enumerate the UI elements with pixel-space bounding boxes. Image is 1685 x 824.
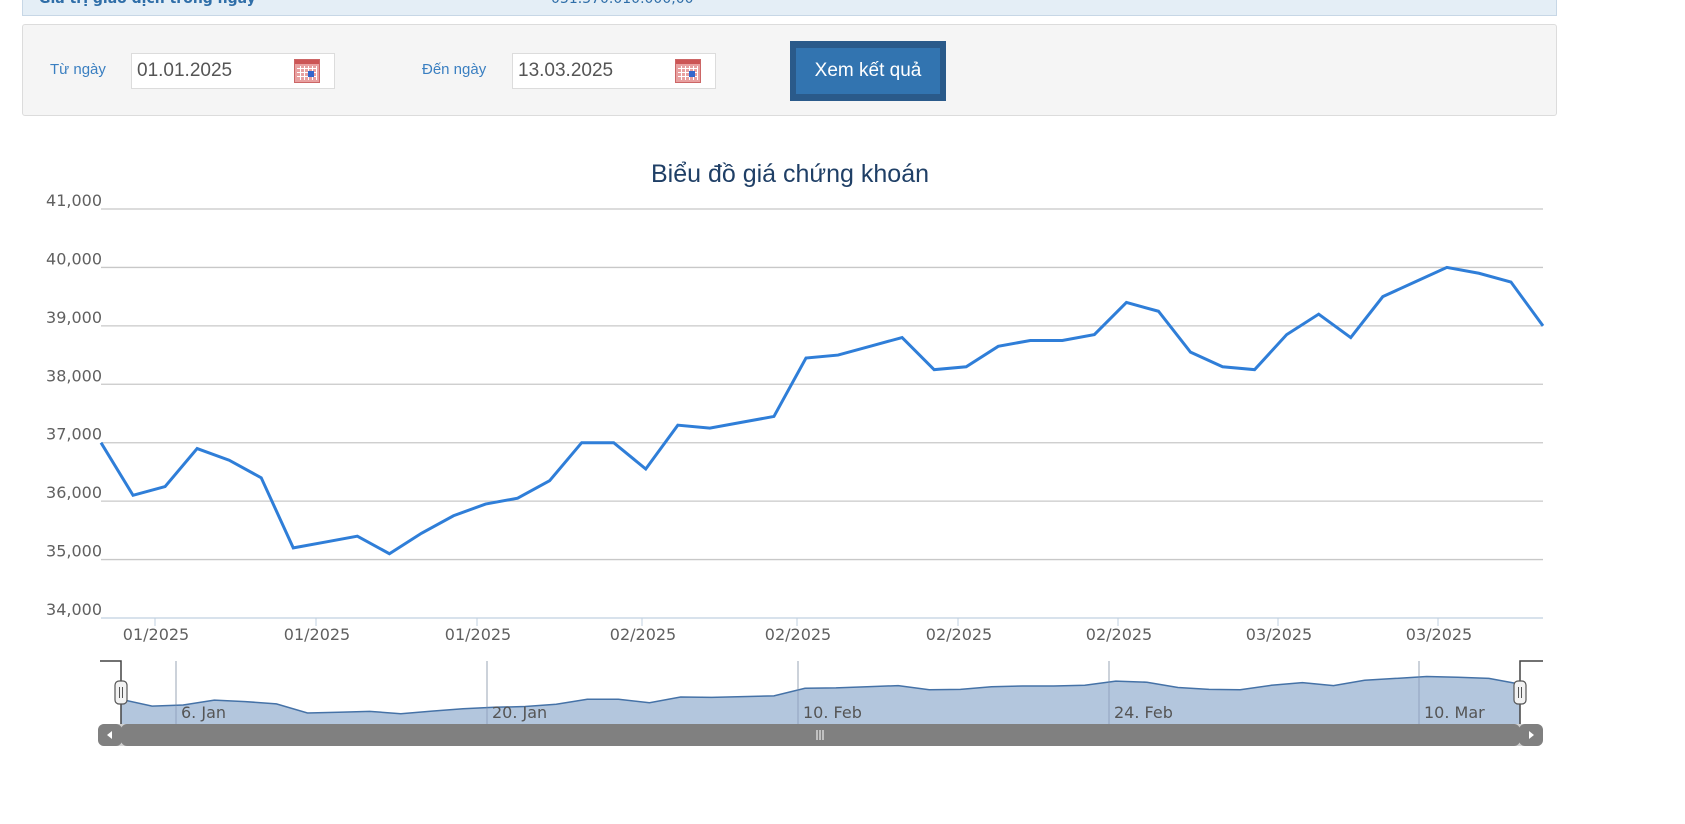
x-tick-label: 01/2025 [445,625,511,644]
y-tick-label: 40,000 [46,249,102,268]
stock-price-chart: Biểu đồ giá chứng khoán 41,000 40,000 39,0… [0,140,1685,820]
calendar-icon[interactable] [675,59,701,83]
navigator-line [120,675,1521,715]
date-filter-panel: Từ ngày Đến ngày Xem kết quả [22,24,1557,116]
view-results-button[interactable]: Xem kết quả [790,41,946,101]
x-tick-label: 02/2025 [1086,625,1152,644]
from-date-field[interactable] [131,53,335,89]
arrow-right-icon [1529,731,1534,739]
arrow-left-icon [107,731,112,739]
x-tick-label: 03/2025 [1406,625,1472,644]
y-tick-label: 39,000 [46,308,102,327]
x-tick-label: 03/2025 [1246,625,1312,644]
daily-trade-value: 031.370.010.000,00 [551,0,694,7]
navigator-handle-left[interactable] [114,680,128,705]
calendar-icon[interactable] [294,59,320,83]
from-date-label: Từ ngày [50,61,106,78]
x-tick-label: 02/2025 [610,625,676,644]
daily-trade-value-label: Giá trị giao dịch trong ngày [39,0,256,7]
y-tick-label: 35,000 [46,542,102,561]
navigator-label: 6. Jan [181,703,226,722]
to-date-input[interactable] [518,59,668,83]
navigator-label: 20. Jan [492,703,547,722]
navigator-handle-right[interactable] [1513,680,1527,705]
x-tick-label: 02/2025 [765,625,831,644]
from-date-input[interactable] [137,59,287,83]
navigator-area [121,676,1520,724]
y-tick-label: 41,000 [46,191,102,210]
x-tick-label: 02/2025 [926,625,992,644]
y-tick-label: 34,000 [46,600,102,619]
to-date-label: Đến ngày [422,61,487,78]
navigator-label: 24. Feb [1114,703,1173,722]
y-tick-label: 38,000 [46,366,102,385]
x-tick-label: 01/2025 [123,625,189,644]
chart-canvas: 41,000 40,000 39,000 38,000 37,000 36,000 35,0… [46,191,1545,746]
price-line [99,265,1545,556]
navigator-label: 10. Feb [803,703,862,722]
chart-title: Biểu đồ giá chứng khoán [650,160,930,188]
x-tick-label: 01/2025 [284,625,350,644]
y-tick-label: 37,000 [46,425,102,444]
info-bar: Giá trị giao dịch trong ngày 031.370.010… [22,0,1557,16]
navigator-label: 10. Mar [1424,703,1485,722]
to-date-field[interactable] [512,53,716,89]
view-results-label: Xem kết quả [796,48,940,94]
y-tick-label: 36,000 [46,483,102,502]
